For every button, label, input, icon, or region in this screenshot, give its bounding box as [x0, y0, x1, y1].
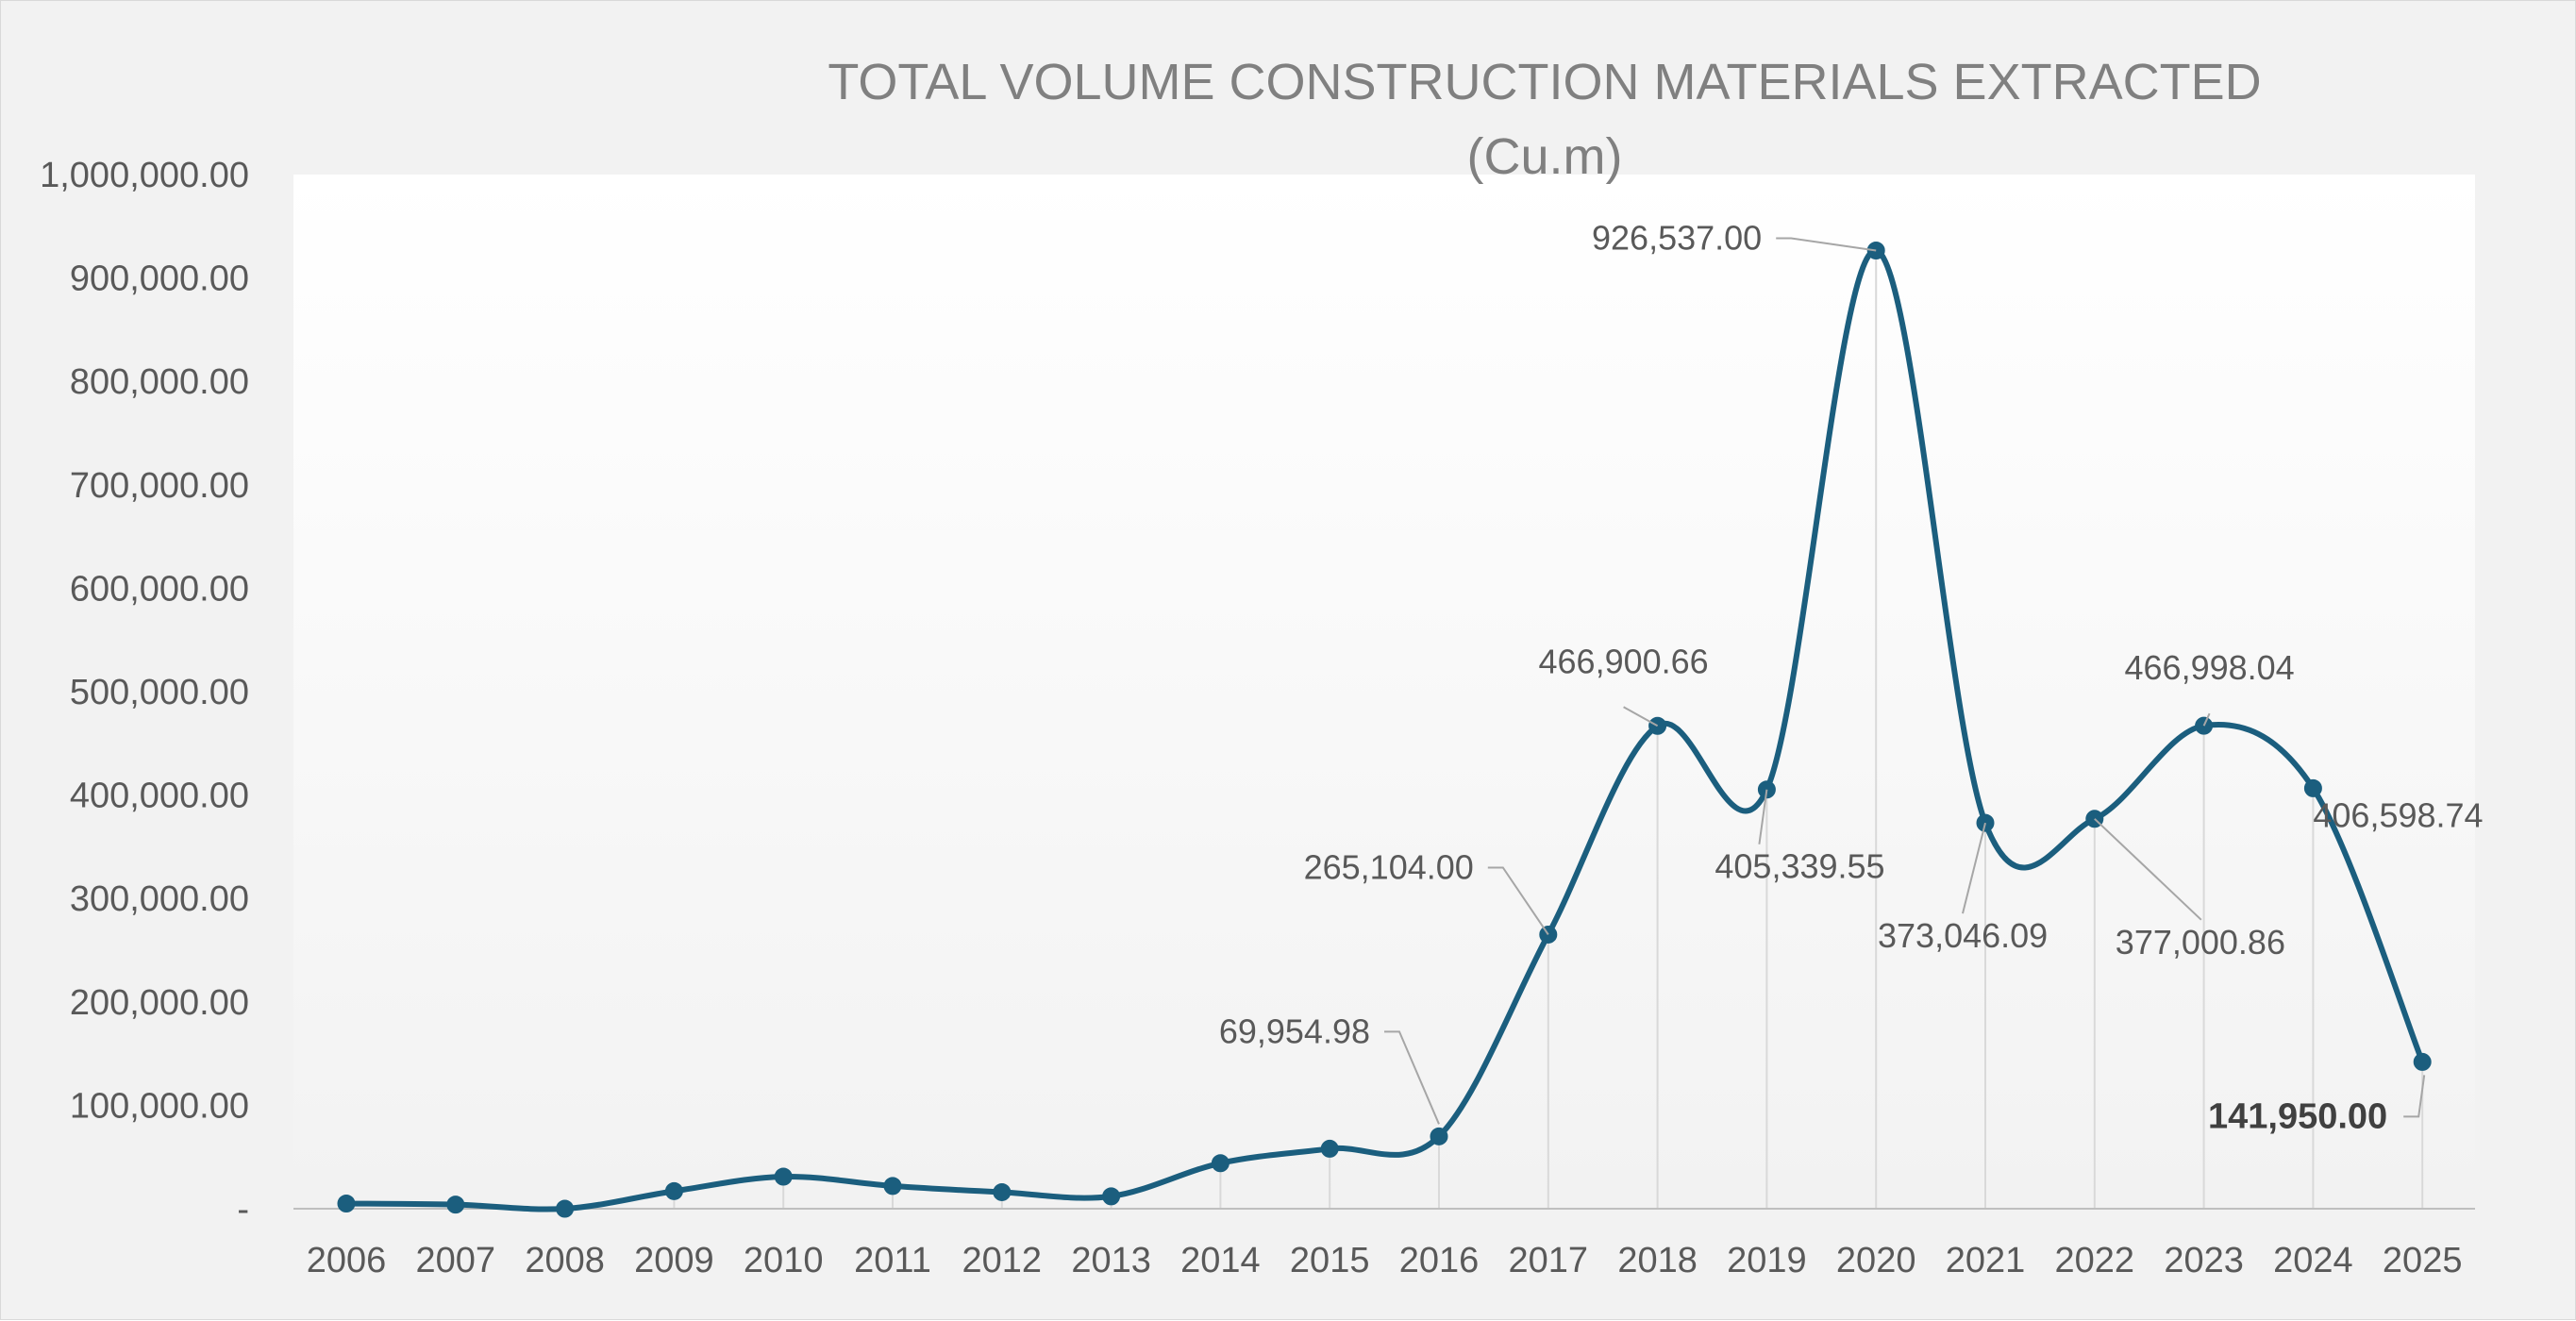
plot-area — [293, 175, 2475, 1209]
x-tick-label: 2016 — [1399, 1241, 1480, 1280]
data-point-marker — [1102, 1187, 1121, 1206]
y-tick-label: 600,000.00 — [70, 569, 249, 609]
data-label-leaders — [1384, 237, 2426, 1125]
y-tick-label: 100,000.00 — [70, 1086, 249, 1126]
data-label-leader — [2202, 712, 2211, 727]
x-tick-label: 2006 — [307, 1241, 387, 1280]
data-label-leader — [1487, 866, 1549, 936]
x-tick-label: 2020 — [1836, 1241, 1916, 1280]
data-label-leader — [1384, 1030, 1440, 1125]
data-point-marker — [556, 1199, 575, 1218]
y-tick-label: 1,000,000.00 — [40, 156, 249, 195]
data-point-marker — [1320, 1139, 1339, 1158]
data-label: 466,998.04 — [2125, 648, 2295, 687]
data-point-marker — [664, 1181, 683, 1200]
x-tick-label: 2013 — [1071, 1241, 1151, 1280]
data-label-leader — [1962, 822, 1986, 914]
x-tick-label: 2015 — [1290, 1241, 1370, 1280]
chart-title: TOTAL VOLUME CONSTRUCTION MATERIALS EXTR… — [828, 54, 2261, 110]
data-label: 377,000.86 — [2116, 923, 2285, 961]
data-labels: 69,954.98 265,104.00 466,900.66 405,339.55 9… — [1219, 219, 2484, 1137]
x-axis-ticks: 2006 2007 2008 2009 2010 2011 2012 2013 2014 2015… — [307, 1241, 2463, 1280]
data-label: 373,046.09 — [1878, 916, 2048, 955]
x-tick-label: 2024 — [2273, 1241, 2353, 1280]
data-label: 406,598.74 — [2313, 795, 2483, 834]
data-label-leader — [2094, 818, 2202, 921]
x-tick-label: 2010 — [744, 1241, 824, 1280]
y-tick-label: 700,000.00 — [70, 466, 249, 506]
x-tick-label: 2018 — [1617, 1241, 1698, 1280]
data-label: 926,537.00 — [1592, 219, 1762, 258]
data-point-marker — [1211, 1154, 1229, 1173]
y-tick-label: 400,000.00 — [70, 777, 249, 816]
x-tick-label: 2009 — [634, 1241, 714, 1280]
x-tick-label: 2019 — [1727, 1241, 1807, 1280]
data-point-marker — [1430, 1127, 1448, 1145]
data-label-leader — [1758, 789, 1768, 844]
data-label: 265,104.00 — [1304, 847, 1474, 886]
data-point-marker — [774, 1167, 793, 1186]
x-tick-label: 2014 — [1180, 1241, 1261, 1280]
data-label: 405,339.55 — [1715, 847, 1884, 886]
data-point-marker — [883, 1177, 902, 1196]
x-tick-label: 2008 — [525, 1241, 605, 1280]
data-label-leader — [1776, 237, 1877, 252]
y-tick-label: - — [237, 1190, 249, 1229]
x-tick-label: 2022 — [2055, 1241, 2135, 1280]
data-label-leader — [2403, 1075, 2426, 1118]
data-point-marker — [337, 1195, 356, 1213]
x-tick-label: 2017 — [1509, 1241, 1589, 1280]
y-tick-label: 800,000.00 — [70, 362, 249, 402]
data-label-leader — [1623, 706, 1659, 727]
x-tick-label: 2011 — [854, 1241, 931, 1280]
data-point-marker — [993, 1182, 1012, 1201]
x-tick-label: 2021 — [1946, 1241, 2026, 1280]
drop-lines — [345, 250, 2424, 1209]
data-label: 141,950.00 — [2208, 1096, 2387, 1136]
y-tick-label: 300,000.00 — [70, 879, 249, 919]
chart-subtitle: (Cu.m) — [1467, 128, 1623, 185]
y-tick-label: 500,000.00 — [70, 673, 249, 712]
y-tick-label: 900,000.00 — [70, 259, 249, 299]
data-point-marker — [2413, 1052, 2432, 1071]
data-label: 466,900.66 — [1539, 642, 1709, 680]
x-tick-label: 2023 — [2164, 1241, 2244, 1280]
data-point-marker — [446, 1196, 465, 1214]
data-point-marker — [2303, 778, 2322, 797]
data-label: 69,954.98 — [1219, 1012, 1370, 1050]
y-axis-ticks: - 100,000.00 200,000.00 300,000.00 400,000.0… — [40, 156, 249, 1229]
x-tick-label: 2025 — [2383, 1241, 2463, 1280]
x-tick-label: 2007 — [416, 1241, 496, 1280]
x-tick-label: 2012 — [962, 1241, 1043, 1280]
y-tick-label: 200,000.00 — [70, 983, 249, 1023]
